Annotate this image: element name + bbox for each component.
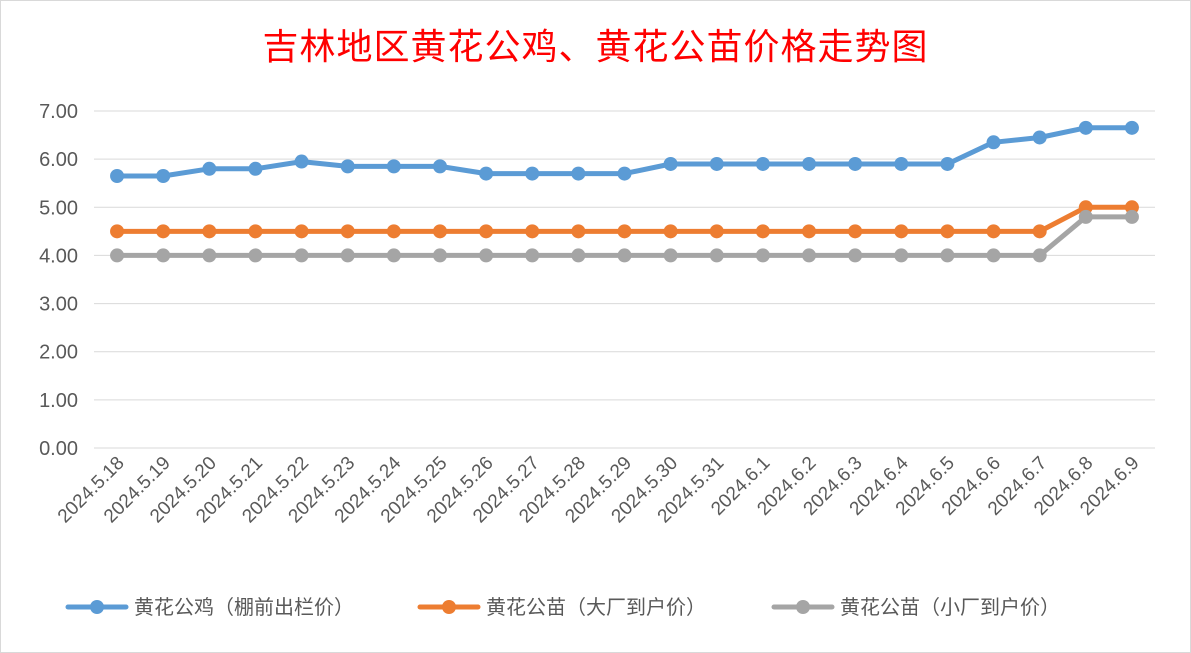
data-point [709,224,724,239]
chart-title: 吉林地区黄花公鸡、黄花公苗价格走势图 [262,27,929,68]
series-2 [110,200,1139,239]
data-point [1124,209,1139,224]
legend-item: 黄花公鸡（棚前出栏价） [65,595,354,619]
data-point [156,224,171,239]
data-point [202,248,217,263]
data-point [1032,224,1047,239]
data-point [294,154,309,169]
data-point [340,159,355,174]
data-point [248,224,263,239]
y-tick-label: 3.00 [39,294,78,316]
data-point [1124,200,1139,215]
data-point [1032,248,1047,263]
data-point [432,248,447,263]
data-point [755,224,770,239]
y-tick-label: 0.00 [39,438,78,460]
data-point [386,248,401,263]
data-point [294,248,309,263]
data-point [940,248,955,263]
data-point [248,248,263,263]
legend-item: 黄花公苗（小厂到户价） [771,595,1060,619]
data-point [802,224,817,239]
data-point [340,248,355,263]
data-point [802,156,817,171]
y-tick-label: 1.00 [39,390,78,412]
legend: 黄花公鸡（棚前出栏价） 黄花公苗（大厂到户价） 黄花公苗（小厂到户价） [65,595,1060,619]
data-point [156,248,171,263]
data-point [940,224,955,239]
data-point [1124,120,1139,135]
data-point [1078,209,1093,224]
data-point [986,224,1001,239]
data-point [848,156,863,171]
data-point [848,224,863,239]
data-point [571,166,586,181]
data-point [894,248,909,263]
data-point [110,168,125,183]
legend-label: 黄花公鸡（棚前出栏价） [134,595,354,619]
data-point [156,168,171,183]
data-point [1078,120,1093,135]
data-point [709,248,724,263]
data-point [1032,130,1047,145]
data-point [894,156,909,171]
data-point [709,156,724,171]
data-point [617,248,632,263]
data-point [986,248,1001,263]
data-point [386,159,401,174]
legend-marker [90,600,104,614]
data-point [202,161,217,176]
data-point [386,224,401,239]
data-point [110,224,125,239]
data-point [248,161,263,176]
data-point [755,248,770,263]
data-point [663,248,678,263]
data-point [1078,200,1093,215]
data-point [940,156,955,171]
data-point [617,166,632,181]
data-point [802,248,817,263]
data-point [479,248,494,263]
legend-label: 黄花公苗（大厂到户价） [486,595,706,619]
data-point [894,224,909,239]
y-tick-label: 5.00 [39,197,78,219]
legend-marker [796,600,810,614]
data-point [525,248,540,263]
legend-label: 黄花公苗（小厂到户价） [840,595,1060,619]
legend-marker [442,600,456,614]
data-point [663,156,678,171]
x-axis-ticks: 2024.5.182024.5.192024.5.202024.5.212024… [54,452,1143,527]
legend-item: 黄花公苗（大厂到户价） [417,595,706,619]
data-point [663,224,678,239]
data-point [848,248,863,263]
data-point [571,224,586,239]
series-3 [110,209,1139,263]
data-point [525,166,540,181]
data-point [986,135,1001,150]
data-point [340,224,355,239]
series-group [110,120,1139,263]
data-point [432,159,447,174]
y-tick-label: 2.00 [39,342,78,364]
gridlines [94,110,1155,449]
data-point [571,248,586,263]
data-point [202,224,217,239]
series-1 [110,120,1139,183]
data-point [617,224,632,239]
data-point [432,224,447,239]
data-point [479,224,494,239]
y-axis-ticks: 0.00 1.00 2.00 3.00 4.00 5.00 6.00 7.00 [39,101,78,460]
data-point [294,224,309,239]
y-tick-label: 7.00 [39,101,78,123]
y-tick-label: 6.00 [39,149,78,171]
data-point [755,156,770,171]
data-point [525,224,540,239]
y-tick-label: 4.00 [39,245,78,267]
data-point [479,166,494,181]
data-point [110,248,125,263]
